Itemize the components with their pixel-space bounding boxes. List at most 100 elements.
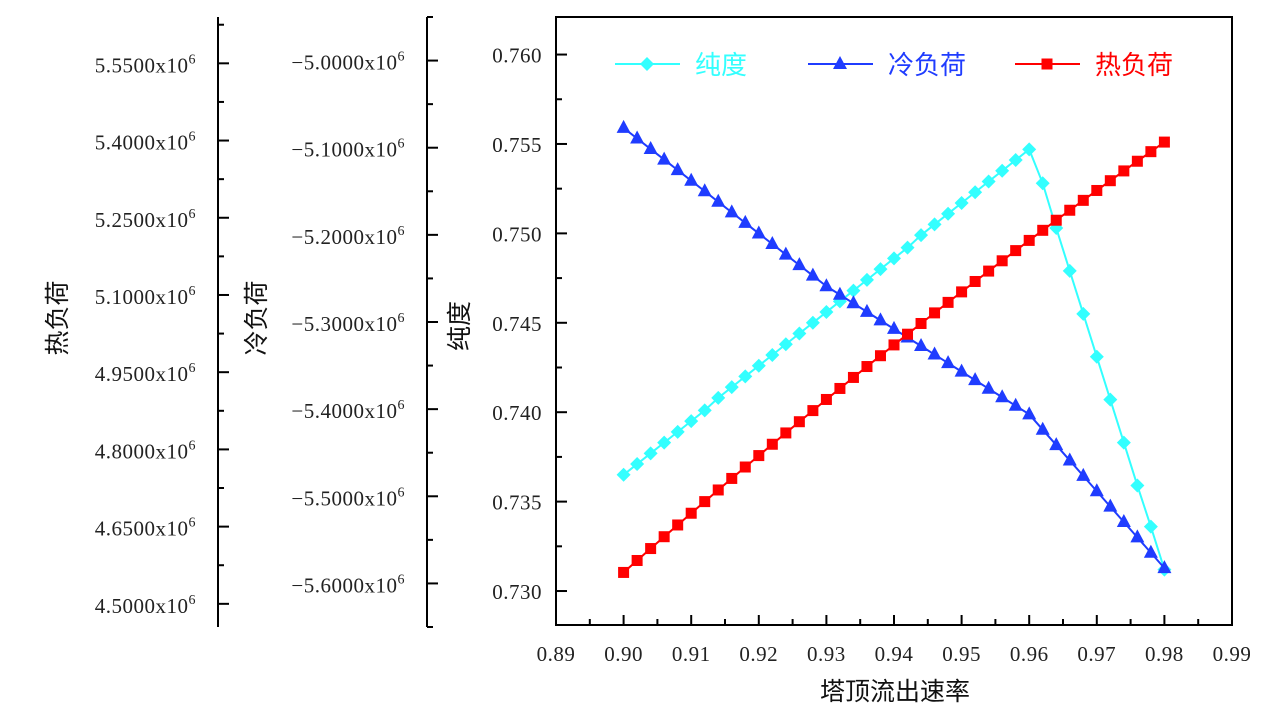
cold-data-point bbox=[778, 246, 793, 260]
purity-data-point bbox=[859, 272, 874, 287]
purity-data-point bbox=[751, 358, 766, 373]
cold-data-point bbox=[954, 363, 969, 377]
hot-data-point bbox=[996, 255, 1008, 267]
hot-data-point bbox=[861, 361, 873, 373]
cold-data-point bbox=[1103, 498, 1118, 512]
hot-data-point bbox=[834, 382, 846, 394]
series-purity bbox=[616, 142, 1172, 577]
hot-data-point bbox=[874, 350, 886, 362]
hot-data-point bbox=[780, 427, 792, 439]
hot-data-point bbox=[672, 519, 684, 531]
cold-legend-label: 冷负荷 bbox=[888, 51, 966, 81]
series-layer bbox=[616, 119, 1172, 578]
cold-tick-label: −5.6000x106 bbox=[291, 572, 405, 597]
x-axis-title: 塔顶流出速率 bbox=[820, 677, 970, 706]
hot-tick-label: 5.2500x106 bbox=[95, 207, 196, 232]
cold-tick-label: −5.5000x106 bbox=[291, 485, 405, 510]
purity-data-point bbox=[887, 251, 901, 266]
hot-data-point bbox=[1145, 146, 1157, 158]
cold-data-point bbox=[1089, 483, 1104, 497]
cold-data-point bbox=[927, 346, 942, 360]
cold-data-point bbox=[751, 225, 766, 239]
hot-data-point bbox=[1131, 155, 1143, 167]
hot-data-point bbox=[820, 393, 832, 405]
purity-data-point bbox=[657, 435, 672, 450]
purity-data-point bbox=[954, 195, 969, 210]
purity-data-point bbox=[616, 467, 631, 482]
hot-tick-label: 4.6500x106 bbox=[95, 516, 196, 541]
hot-data-point bbox=[739, 461, 751, 473]
purity-data-point bbox=[697, 403, 712, 418]
purity-tick-label: 0.740 bbox=[492, 401, 542, 425]
hot-data-point bbox=[807, 405, 819, 417]
hot-data-point bbox=[888, 339, 900, 351]
hot-data-point bbox=[1064, 204, 1076, 216]
series-cold bbox=[616, 119, 1172, 574]
purity-data-point bbox=[778, 337, 793, 352]
cold-data-point bbox=[670, 162, 685, 176]
cold-data-point bbox=[914, 338, 929, 352]
hot-data-point bbox=[1077, 194, 1089, 206]
cold-data-point bbox=[819, 278, 834, 292]
cold-data-point bbox=[657, 151, 672, 165]
cold-data-point bbox=[832, 286, 847, 300]
cold-tick-label: −5.4000x106 bbox=[291, 398, 405, 423]
cold-data-point bbox=[887, 320, 901, 334]
purity-data-point bbox=[711, 390, 726, 405]
cold-data-point bbox=[616, 119, 631, 133]
cold-data-point bbox=[873, 312, 888, 326]
hot-data-point bbox=[1037, 224, 1049, 236]
cold-tick-label: −5.2000x106 bbox=[291, 224, 405, 249]
hot-data-point bbox=[753, 450, 765, 462]
hot-data-point bbox=[1050, 214, 1062, 226]
hot-data-point bbox=[1023, 234, 1035, 246]
purity-axis-title: 纯度 bbox=[445, 301, 474, 351]
purity-data-point bbox=[792, 326, 807, 341]
hot-data-point bbox=[658, 531, 670, 543]
purity-data-point bbox=[1022, 142, 1037, 157]
cold-axis-title: 冷负荷 bbox=[242, 280, 271, 355]
hot-data-point bbox=[969, 275, 981, 287]
cold-data-point bbox=[1076, 467, 1091, 481]
hot-data-point bbox=[1118, 165, 1130, 177]
purity-data-point bbox=[1062, 263, 1077, 278]
purity-data-point bbox=[1035, 176, 1050, 191]
hot-data-point bbox=[726, 472, 738, 484]
hot-series-line bbox=[622, 141, 1165, 574]
purity-tick-label: 0.735 bbox=[492, 491, 542, 515]
purity-data-point bbox=[900, 240, 915, 255]
cold-legend-marker-triangle-icon bbox=[833, 56, 847, 69]
purity-tick-label: 0.750 bbox=[492, 222, 542, 246]
hot-data-point bbox=[699, 496, 711, 508]
x-tick-label: 0.89 bbox=[537, 642, 576, 666]
cold-data-point bbox=[1130, 529, 1145, 543]
x-tick-label: 0.98 bbox=[1145, 642, 1184, 666]
hot-data-point bbox=[847, 371, 859, 383]
cold-data-point bbox=[738, 214, 753, 228]
cold-tick-label: −5.1000x106 bbox=[291, 137, 405, 162]
hot-data-point bbox=[685, 507, 697, 519]
purity-data-point bbox=[981, 174, 996, 189]
x-tick-label: 0.94 bbox=[875, 642, 914, 666]
purity-data-point bbox=[819, 305, 834, 320]
purity-data-point bbox=[995, 163, 1010, 178]
cold-data-point bbox=[630, 130, 645, 144]
hot-legend-marker-square-icon bbox=[1041, 58, 1053, 70]
hot-axis-title: 热负荷 bbox=[43, 280, 72, 355]
hot-data-point bbox=[1158, 136, 1170, 148]
cold-data-point bbox=[1035, 421, 1050, 435]
cold-data-point bbox=[1143, 544, 1158, 558]
purity-data-point bbox=[1143, 519, 1158, 534]
purity-tick-label: 0.730 bbox=[492, 580, 542, 604]
hot-data-point bbox=[983, 265, 995, 277]
cold-data-point bbox=[941, 355, 956, 369]
hot-data-point bbox=[631, 554, 643, 566]
hot-data-point bbox=[1010, 245, 1022, 257]
cold-data-point bbox=[724, 204, 739, 218]
hot-tick-label: 5.5500x106 bbox=[95, 52, 196, 77]
hot-data-point bbox=[793, 416, 805, 428]
cold-data-point bbox=[981, 380, 996, 394]
purity-data-point bbox=[1130, 478, 1145, 493]
purity-data-point bbox=[1089, 349, 1104, 364]
